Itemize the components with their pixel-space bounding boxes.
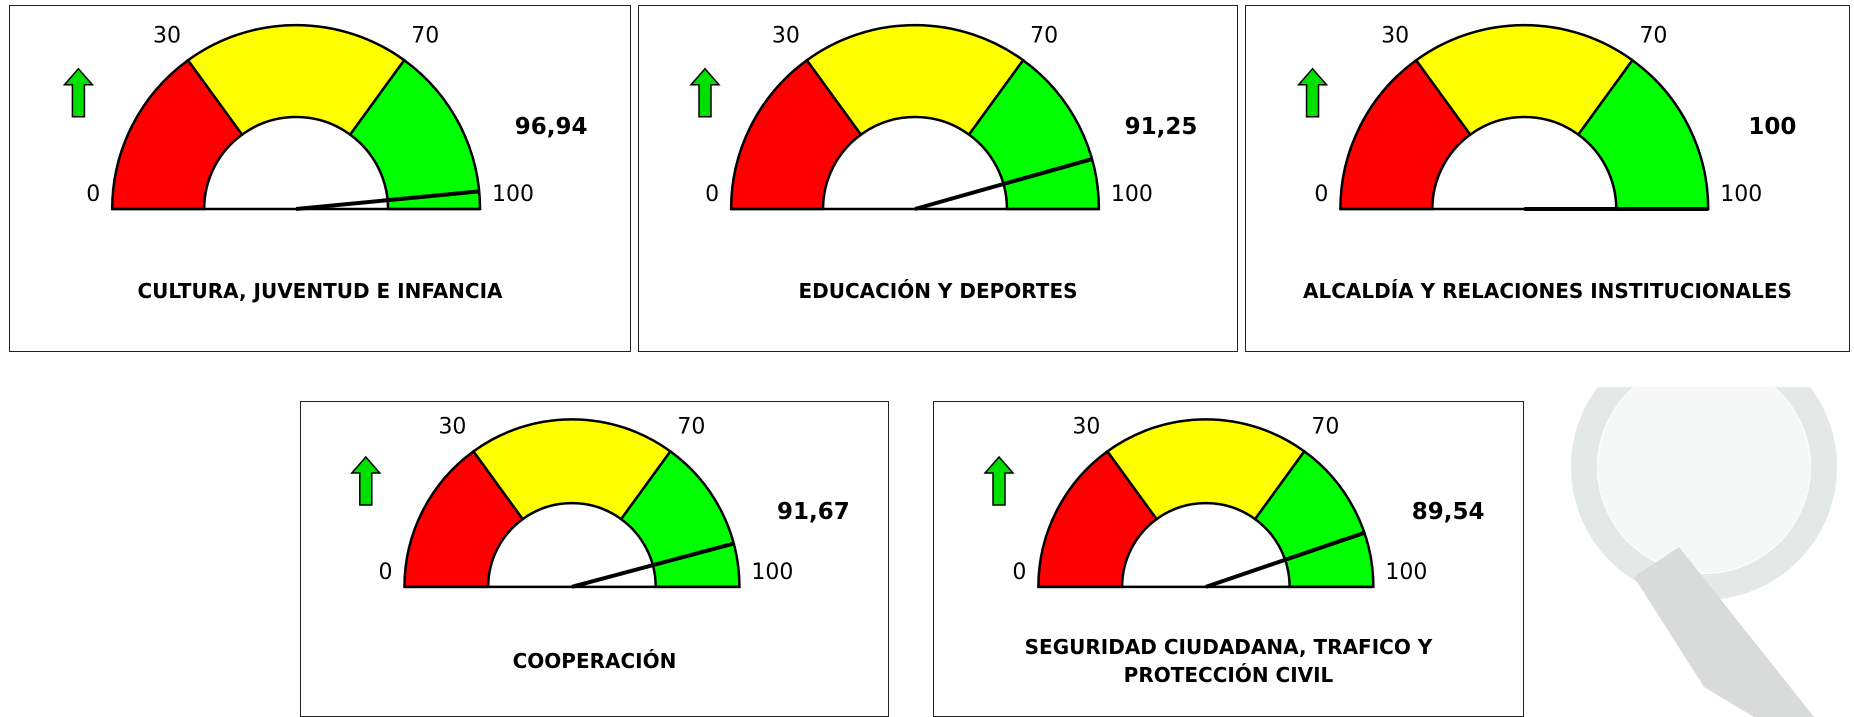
- gauge-title: ALCALDÍA Y RELACIONES INSTITUCIONALES: [1294, 277, 1801, 305]
- tick-label: 100: [1111, 182, 1153, 207]
- tick-label: 30: [153, 24, 181, 49]
- trend-arrow: [352, 457, 380, 505]
- gauge-title: COOPERACIÓN: [348, 647, 841, 675]
- tick-label: 70: [1311, 415, 1339, 440]
- tick-label: 70: [1030, 24, 1058, 49]
- gauge-title: CULTURA, JUVENTUD E INFANCIA: [60, 277, 581, 305]
- gauge-panel: 0 30 70 100 91,25 EDUCACIÓN Y DEPORTES: [638, 5, 1238, 352]
- value-label: 96,94: [515, 114, 588, 140]
- gauge-panel: 0 30 70 100 100 ALCALDÍA Y RELACIONES INSTITU…: [1245, 5, 1850, 352]
- gauge-title: EDUCACIÓN Y DEPORTES: [687, 277, 1189, 305]
- tick-label: 30: [772, 24, 800, 49]
- trend-arrow: [985, 457, 1013, 505]
- value-label: 91,25: [1125, 114, 1198, 140]
- page: {"chart_data": [ {"type": "gauge", "titl…: [0, 0, 1854, 717]
- tick-label: 30: [1381, 24, 1409, 49]
- tick-label: 100: [1720, 182, 1762, 207]
- tick-label: 30: [438, 415, 466, 440]
- tick-label: 30: [1072, 415, 1100, 440]
- gauge-panel: 0 30 70 100 91,67 COOPERACIÓN: [300, 401, 889, 717]
- tick-label: 0: [705, 182, 719, 207]
- value-label: 89,54: [1412, 499, 1485, 525]
- tick-label: 70: [677, 415, 705, 440]
- tick-label: 100: [492, 182, 534, 207]
- trend-arrow: [1299, 69, 1327, 117]
- tick-label: 70: [1639, 24, 1667, 49]
- tick-label: 0: [1314, 182, 1328, 207]
- gauge-panel: 0 30 70 100 96,94 CULTURA, JUVENTUD E INFANCI…: [9, 5, 631, 352]
- gauge-panel: 0 30 70 100 89,54 SEGURIDAD CIUDADANA, TRAFIC…: [933, 401, 1524, 717]
- gauge-title: SEGURIDAD CIUDADANA, TRAFICO Y PROTECCIÓ…: [981, 633, 1476, 689]
- tick-label: 100: [1385, 560, 1427, 585]
- value-label: 100: [1748, 114, 1796, 140]
- tick-label: 0: [1012, 560, 1026, 585]
- value-label: 91,67: [777, 499, 850, 525]
- tick-label: 100: [751, 560, 793, 585]
- trend-arrow: [691, 69, 719, 117]
- tick-label: 0: [378, 560, 392, 585]
- tick-label: 70: [411, 24, 439, 49]
- magnifier-decoration: [1514, 387, 1854, 717]
- trend-arrow: [64, 69, 92, 117]
- tick-label: 0: [86, 182, 100, 207]
